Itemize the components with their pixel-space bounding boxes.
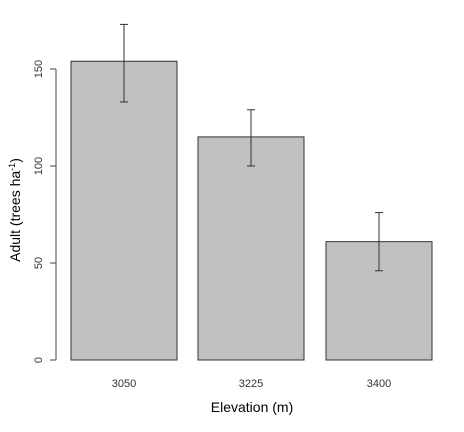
x-tick-label-3400: 3400 <box>367 378 391 390</box>
bars-layer <box>70 60 433 361</box>
error-bar-3225 <box>247 109 255 167</box>
error-bars-layer <box>120 23 383 272</box>
y-axis-title: Adult (trees ha-1) <box>7 158 23 262</box>
y-axis-title-close: ) <box>7 158 23 163</box>
y-axis-title-superscript: -1 <box>7 163 17 171</box>
error-bar-3400 <box>375 212 383 272</box>
y-tick-label: 50 <box>33 257 45 269</box>
bar-3225 <box>197 136 305 361</box>
bar-3050 <box>70 60 178 361</box>
y-tick-label: 0 <box>33 357 45 363</box>
error-bar-3050 <box>120 23 128 103</box>
x-axis-labels: 3050 3225 3400 <box>112 378 391 390</box>
x-tick-label-3225: 3225 <box>239 378 263 390</box>
y-tick-label: 150 <box>33 60 45 78</box>
y-axis: 0 50 100 150 <box>33 60 57 363</box>
x-axis-title: Elevation (m) <box>211 399 293 415</box>
x-tick-label-3050: 3050 <box>112 378 136 390</box>
y-tick-label: 100 <box>33 157 45 175</box>
y-axis-title-main: Adult (trees ha <box>7 171 23 262</box>
